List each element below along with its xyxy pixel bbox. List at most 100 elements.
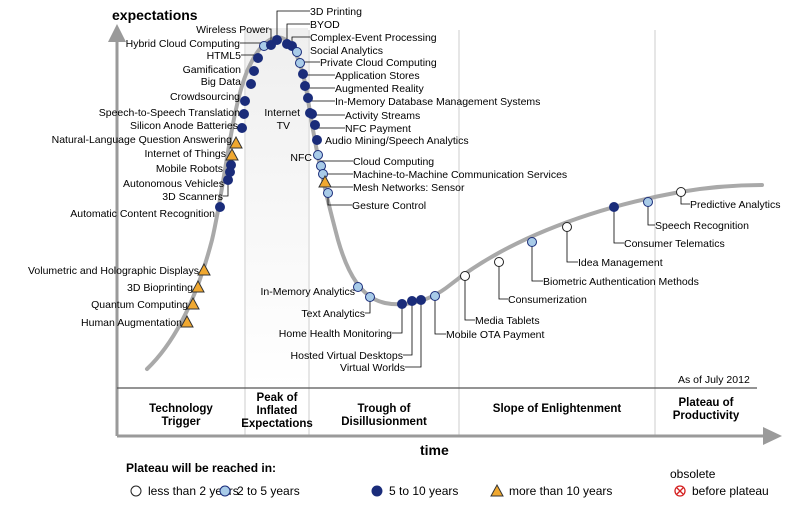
marker-augmented-reality[interactable] <box>300 81 310 91</box>
marker-gamification[interactable] <box>249 66 259 76</box>
legend-item-2to5: 2 to 5 years <box>219 484 300 498</box>
marker-predictive-analytics[interactable] <box>676 187 686 197</box>
leader-home-health-monitoring <box>392 304 403 334</box>
marker-internet-tv[interactable] <box>307 109 317 119</box>
label-text-analytics: Text Analytics <box>301 308 365 320</box>
phase-label-slope-of-enlightenment: Slope of Enlightenment <box>493 403 622 415</box>
marker-nfc[interactable] <box>313 150 323 160</box>
marker-consumerization[interactable] <box>494 257 504 267</box>
label-gesture-control: Gesture Control <box>352 200 426 212</box>
label-consumer-telematics: Consumer Telematics <box>624 238 725 250</box>
technology-labels: Human Augmentation Quantum Computing 3D Bi… <box>28 6 780 374</box>
label-application-stores: Application Stores <box>335 70 420 82</box>
label-activity-streams: Activity Streams <box>345 110 420 122</box>
label-media-tablets: Media Tablets <box>475 315 540 327</box>
legend-item-lt2: less than 2 years <box>130 484 239 498</box>
legend-label-gt10: more than 10 years <box>509 484 612 498</box>
x-axis-label: time <box>420 442 449 458</box>
marker-big-data[interactable] <box>246 79 256 89</box>
marker-natural-language-question-answering[interactable] <box>229 135 243 149</box>
marker-automatic-content-recognition[interactable] <box>215 202 225 212</box>
label-idea-management: Idea Management <box>578 257 663 269</box>
marker-home-health-monitoring[interactable] <box>397 299 407 309</box>
marker-hosted-virtual-desktops[interactable] <box>407 296 417 306</box>
marker-html5[interactable] <box>253 53 263 63</box>
marker-in-memory-analytics[interactable] <box>353 282 363 292</box>
label-mobile-ota-payment: Mobile OTA Payment <box>446 329 545 341</box>
marker-human-augmentation[interactable] <box>180 314 194 328</box>
label-consumerization: Consumerization <box>508 294 587 306</box>
label-augmented-reality: Augmented Reality <box>335 83 424 95</box>
leader-virtual-worlds <box>405 300 422 368</box>
marker-biometric-authentication-methods[interactable] <box>527 237 537 247</box>
legend-item-obsolete: obsolete before plateau <box>670 467 769 498</box>
axes <box>108 24 782 445</box>
marker-mesh-networks-sensor[interactable] <box>318 174 332 188</box>
phase-label-trough-of-disillusionment: Trough of Disillusionment <box>341 403 427 428</box>
marker-volumetric-and-holographic-displays[interactable] <box>197 262 211 276</box>
legend-title: Plateau will be reached in: <box>126 461 276 475</box>
marker-in-memory-database-management-systems[interactable] <box>303 93 313 103</box>
y-axis-arrow <box>108 24 126 42</box>
marker-crowdsourcing[interactable] <box>240 96 250 106</box>
marker-text-analytics[interactable] <box>365 292 375 302</box>
marker-idea-management[interactable] <box>562 222 572 232</box>
label-human-augmentation: Human Augmentation <box>81 317 182 329</box>
label-in-memory-analytics: In-Memory Analytics <box>260 286 355 298</box>
label-wireless-power: Wireless Power <box>196 24 269 36</box>
marker-application-stores[interactable] <box>298 69 308 79</box>
label-volumetric-and-holographic-displays: Volumetric and Holographic Displays <box>28 265 199 277</box>
label-natural-language-question-answering: Natural-Language Question Answering <box>52 134 233 146</box>
marker-speech-recognition[interactable] <box>643 197 653 207</box>
label-3d-bioprinting: 3D Bioprinting <box>127 282 193 294</box>
label-private-cloud-computing: Private Cloud Computing <box>320 57 437 69</box>
marker-consumer-telematics[interactable] <box>609 202 619 212</box>
leader-byod <box>286 23 310 44</box>
label-crowdsourcing: Crowdsourcing <box>170 91 240 103</box>
marker-speech-to-speech-translation[interactable] <box>239 109 249 119</box>
x-axis-arrow <box>763 427 782 445</box>
label-speech-to-speech-translation: Speech-to-Speech Translation <box>99 107 240 119</box>
label-gamification: Gamification <box>183 64 242 76</box>
label-machine-to-machine-communication-services: Machine-to-Machine Communication Service… <box>353 169 567 181</box>
label-virtual-worlds: Virtual Worlds <box>340 362 405 374</box>
marker-audio-mining-speech-analytics[interactable] <box>312 135 322 145</box>
marker-virtual-worlds[interactable] <box>416 295 426 305</box>
label-3d-scanners: 3D Scanners <box>162 191 223 203</box>
phase-labels: Technology Trigger Peak of Inflated Expectat… <box>149 392 740 430</box>
marker-mobile-ota-payment[interactable] <box>430 291 440 301</box>
marker-nfc-payment[interactable] <box>310 120 320 130</box>
label-nfc-payment: NFC Payment <box>345 123 411 135</box>
legend: Plateau will be reached in: less than 2 y… <box>126 461 769 498</box>
label-internet-tv: Internet TV <box>264 107 300 132</box>
label-html5: HTML5 <box>207 50 242 62</box>
marker-quantum-computing[interactable] <box>186 296 200 310</box>
phase-label-peak-of-inflated-expectations: Peak of Inflated Expectations <box>241 392 313 430</box>
label-speech-recognition: Speech Recognition <box>655 220 749 232</box>
marker-mobile-robots[interactable] <box>226 160 236 170</box>
label-biometric-authentication-methods: Biometric Authentication Methods <box>543 276 699 288</box>
marker-silicon-anode-batteries[interactable] <box>237 123 247 133</box>
marker-social-analytics[interactable] <box>292 47 302 57</box>
marker-3d-bioprinting[interactable] <box>191 279 205 293</box>
label-nfc: NFC <box>290 152 312 164</box>
label-social-analytics: Social Analytics <box>310 45 383 57</box>
marker-internet-of-things[interactable] <box>225 147 239 161</box>
legend-swatch-gt10 <box>490 483 504 497</box>
label-cloud-computing: Cloud Computing <box>353 156 434 168</box>
leader-consumerization <box>498 262 508 300</box>
marker-private-cloud-computing[interactable] <box>295 58 305 68</box>
label-predictive-analytics: Predictive Analytics <box>690 199 780 211</box>
marker-gesture-control[interactable] <box>323 188 333 198</box>
label-internet-of-things: Internet of Things <box>144 148 226 160</box>
marker-media-tablets[interactable] <box>460 271 470 281</box>
legend-item-5to10: 5 to 10 years <box>371 484 458 498</box>
label-byod: BYOD <box>310 19 340 31</box>
technology-markers <box>180 35 686 328</box>
label-home-health-monitoring: Home Health Monitoring <box>279 328 392 340</box>
leader-idea-management <box>566 227 578 263</box>
label-audio-mining-speech-analytics: Audio Mining/Speech Analytics <box>325 135 469 147</box>
leader-hosted-virtual-desktops <box>403 301 413 356</box>
legend-label-lt2: less than 2 years <box>148 484 239 498</box>
marker-3d-printing[interactable] <box>272 35 282 45</box>
